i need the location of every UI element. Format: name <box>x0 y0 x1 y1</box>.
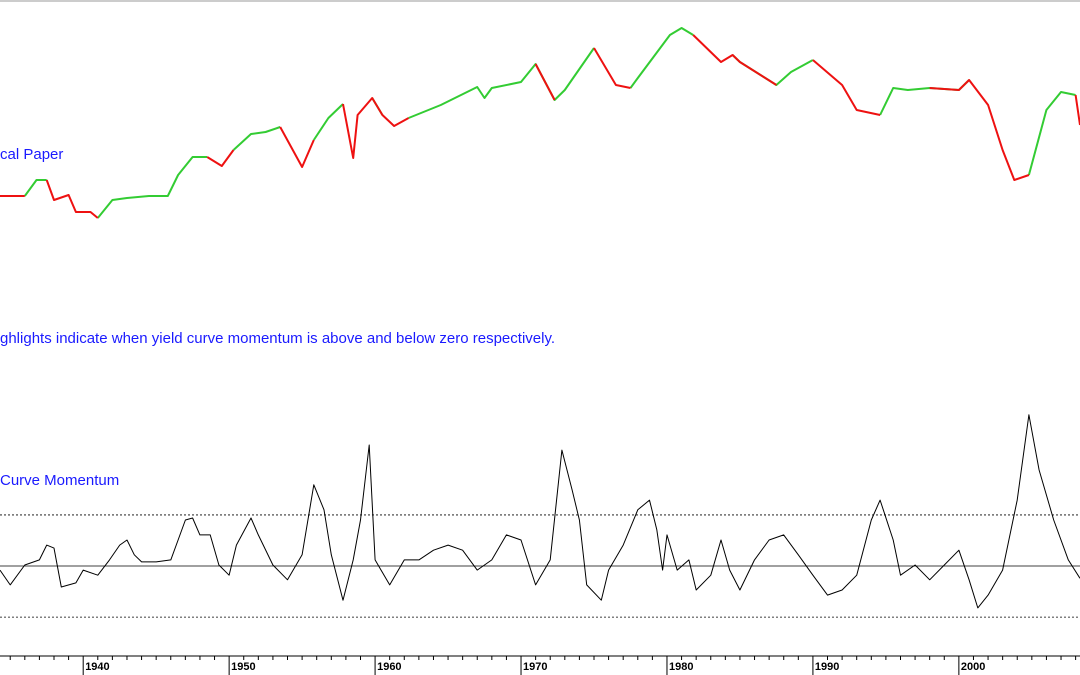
x-tick-label: 1960 <box>377 661 401 673</box>
x-tick-label: 1970 <box>523 661 547 673</box>
panel-title: Curve Momentum <box>0 472 119 489</box>
data-line <box>23 27 1076 219</box>
x-tick-label: 1980 <box>669 661 693 673</box>
x-tick-label: 1950 <box>231 661 255 673</box>
data-line <box>0 414 1080 609</box>
annotation: ghlights indicate when yield curve momen… <box>0 330 555 347</box>
x-tick-label: 1990 <box>815 661 839 673</box>
x-tick-label: 2000 <box>961 661 985 673</box>
data-line <box>0 34 1080 219</box>
x-tick-label: 1940 <box>85 661 109 673</box>
annotation: cal Paper <box>0 146 63 163</box>
